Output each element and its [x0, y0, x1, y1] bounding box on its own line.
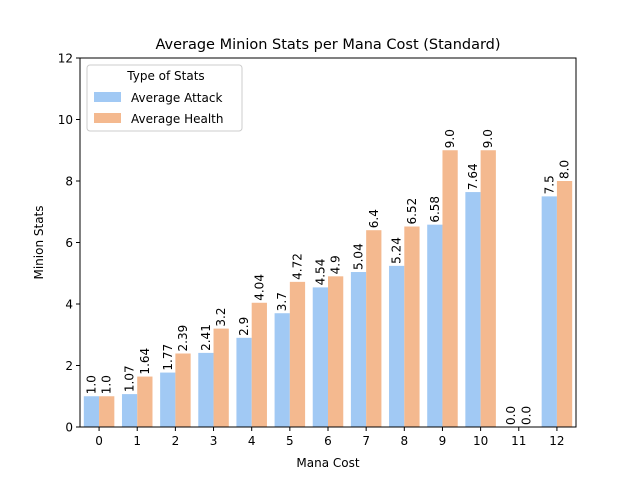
data-label: 4.9 [329, 255, 343, 274]
data-label: 4.04 [252, 274, 266, 301]
x-tick-label: 0 [95, 434, 103, 448]
bar-health-3 [213, 328, 229, 427]
x-tick-label: 5 [286, 434, 294, 448]
legend-swatch-attack [94, 92, 121, 102]
bar-attack-0 [83, 396, 100, 427]
data-label: 0.0 [504, 406, 518, 425]
y-tick-label: 2 [65, 359, 73, 373]
bar-attack-5 [274, 313, 290, 427]
data-label: 1.0 [100, 375, 114, 394]
data-label: 1.77 [161, 344, 175, 371]
x-tick-label: 7 [362, 434, 370, 448]
x-tick-label: 2 [172, 434, 180, 448]
data-label: 6.52 [405, 198, 419, 225]
data-label: 2.41 [199, 324, 213, 351]
data-label: 4.72 [290, 253, 304, 280]
bar-health-9 [442, 150, 458, 427]
bar-health-12 [556, 181, 573, 427]
data-label: 5.24 [390, 237, 404, 264]
x-tick-label: 4 [248, 434, 256, 448]
bar-health-6 [328, 276, 344, 427]
data-label: 8.0 [558, 160, 572, 179]
bar-attack-3 [198, 352, 214, 427]
bar-health-7 [366, 230, 382, 427]
y-tick-label: 8 [65, 175, 73, 189]
data-label: 1.07 [123, 365, 137, 392]
bar-attack-12 [541, 196, 557, 427]
data-label: 4.54 [313, 259, 327, 286]
data-label: 1.64 [138, 348, 152, 375]
data-label: 6.4 [367, 209, 381, 228]
y-tick-label: 0 [65, 421, 73, 435]
data-label: 5.04 [352, 243, 366, 270]
bar-health-1 [137, 376, 153, 427]
data-label: 9.0 [481, 129, 495, 148]
data-label: 2.39 [176, 325, 190, 352]
bar-attack-10 [465, 192, 481, 427]
data-label: 9.0 [443, 129, 457, 148]
data-label: 7.5 [542, 175, 556, 194]
x-axis-label: Mana Cost [296, 456, 359, 470]
y-tick-label: 4 [65, 298, 73, 312]
bar-attack-1 [121, 394, 138, 427]
data-label: 7.64 [466, 163, 480, 190]
bar-attack-4 [236, 337, 252, 427]
data-label: 0.0 [519, 406, 533, 425]
bar-health-10 [480, 150, 496, 427]
legend-swatch-health [94, 113, 121, 123]
bar-health-5 [289, 281, 306, 427]
legend-title: Type of Stats [126, 69, 204, 83]
x-tick-label: 8 [400, 434, 408, 448]
data-label: 2.9 [237, 317, 251, 336]
legend-entry-attack: Average Attack [131, 91, 222, 105]
data-label: 3.7 [275, 292, 289, 311]
bar-health-4 [251, 302, 267, 427]
x-tick-label: 10 [473, 434, 488, 448]
bar-attack-7 [350, 272, 367, 427]
data-label: 6.58 [428, 196, 442, 223]
bar-attack-8 [389, 265, 405, 427]
legend-entry-health: Average Health [131, 112, 224, 126]
chart-title: Average Minion Stats per Mana Cost (Stan… [155, 37, 500, 53]
x-tick-label: 11 [511, 434, 526, 448]
plot-frame [79, 57, 577, 428]
x-tick-label: 6 [324, 434, 332, 448]
y-axis-label: Minion Stats [32, 205, 46, 279]
data-label: 1.0 [84, 375, 98, 394]
legend: Type of Stats Average Attack Average Hea… [86, 64, 243, 132]
x-tick-label: 3 [210, 434, 218, 448]
bar-attack-9 [427, 224, 443, 427]
bar-attack-2 [160, 372, 176, 427]
bar-health-8 [404, 226, 420, 427]
x-tick-label: 1 [133, 434, 141, 448]
x-tick-label: 12 [549, 434, 564, 448]
y-tick-label: 10 [58, 113, 73, 127]
legend-box [86, 64, 243, 132]
bar-attack-6 [312, 287, 328, 427]
bar-health-0 [99, 396, 115, 427]
x-tick-label: 9 [439, 434, 447, 448]
bar-health-2 [175, 353, 191, 427]
y-tick-label: 12 [58, 52, 73, 66]
y-tick-label: 6 [65, 236, 73, 250]
data-label: 3.2 [214, 308, 228, 327]
